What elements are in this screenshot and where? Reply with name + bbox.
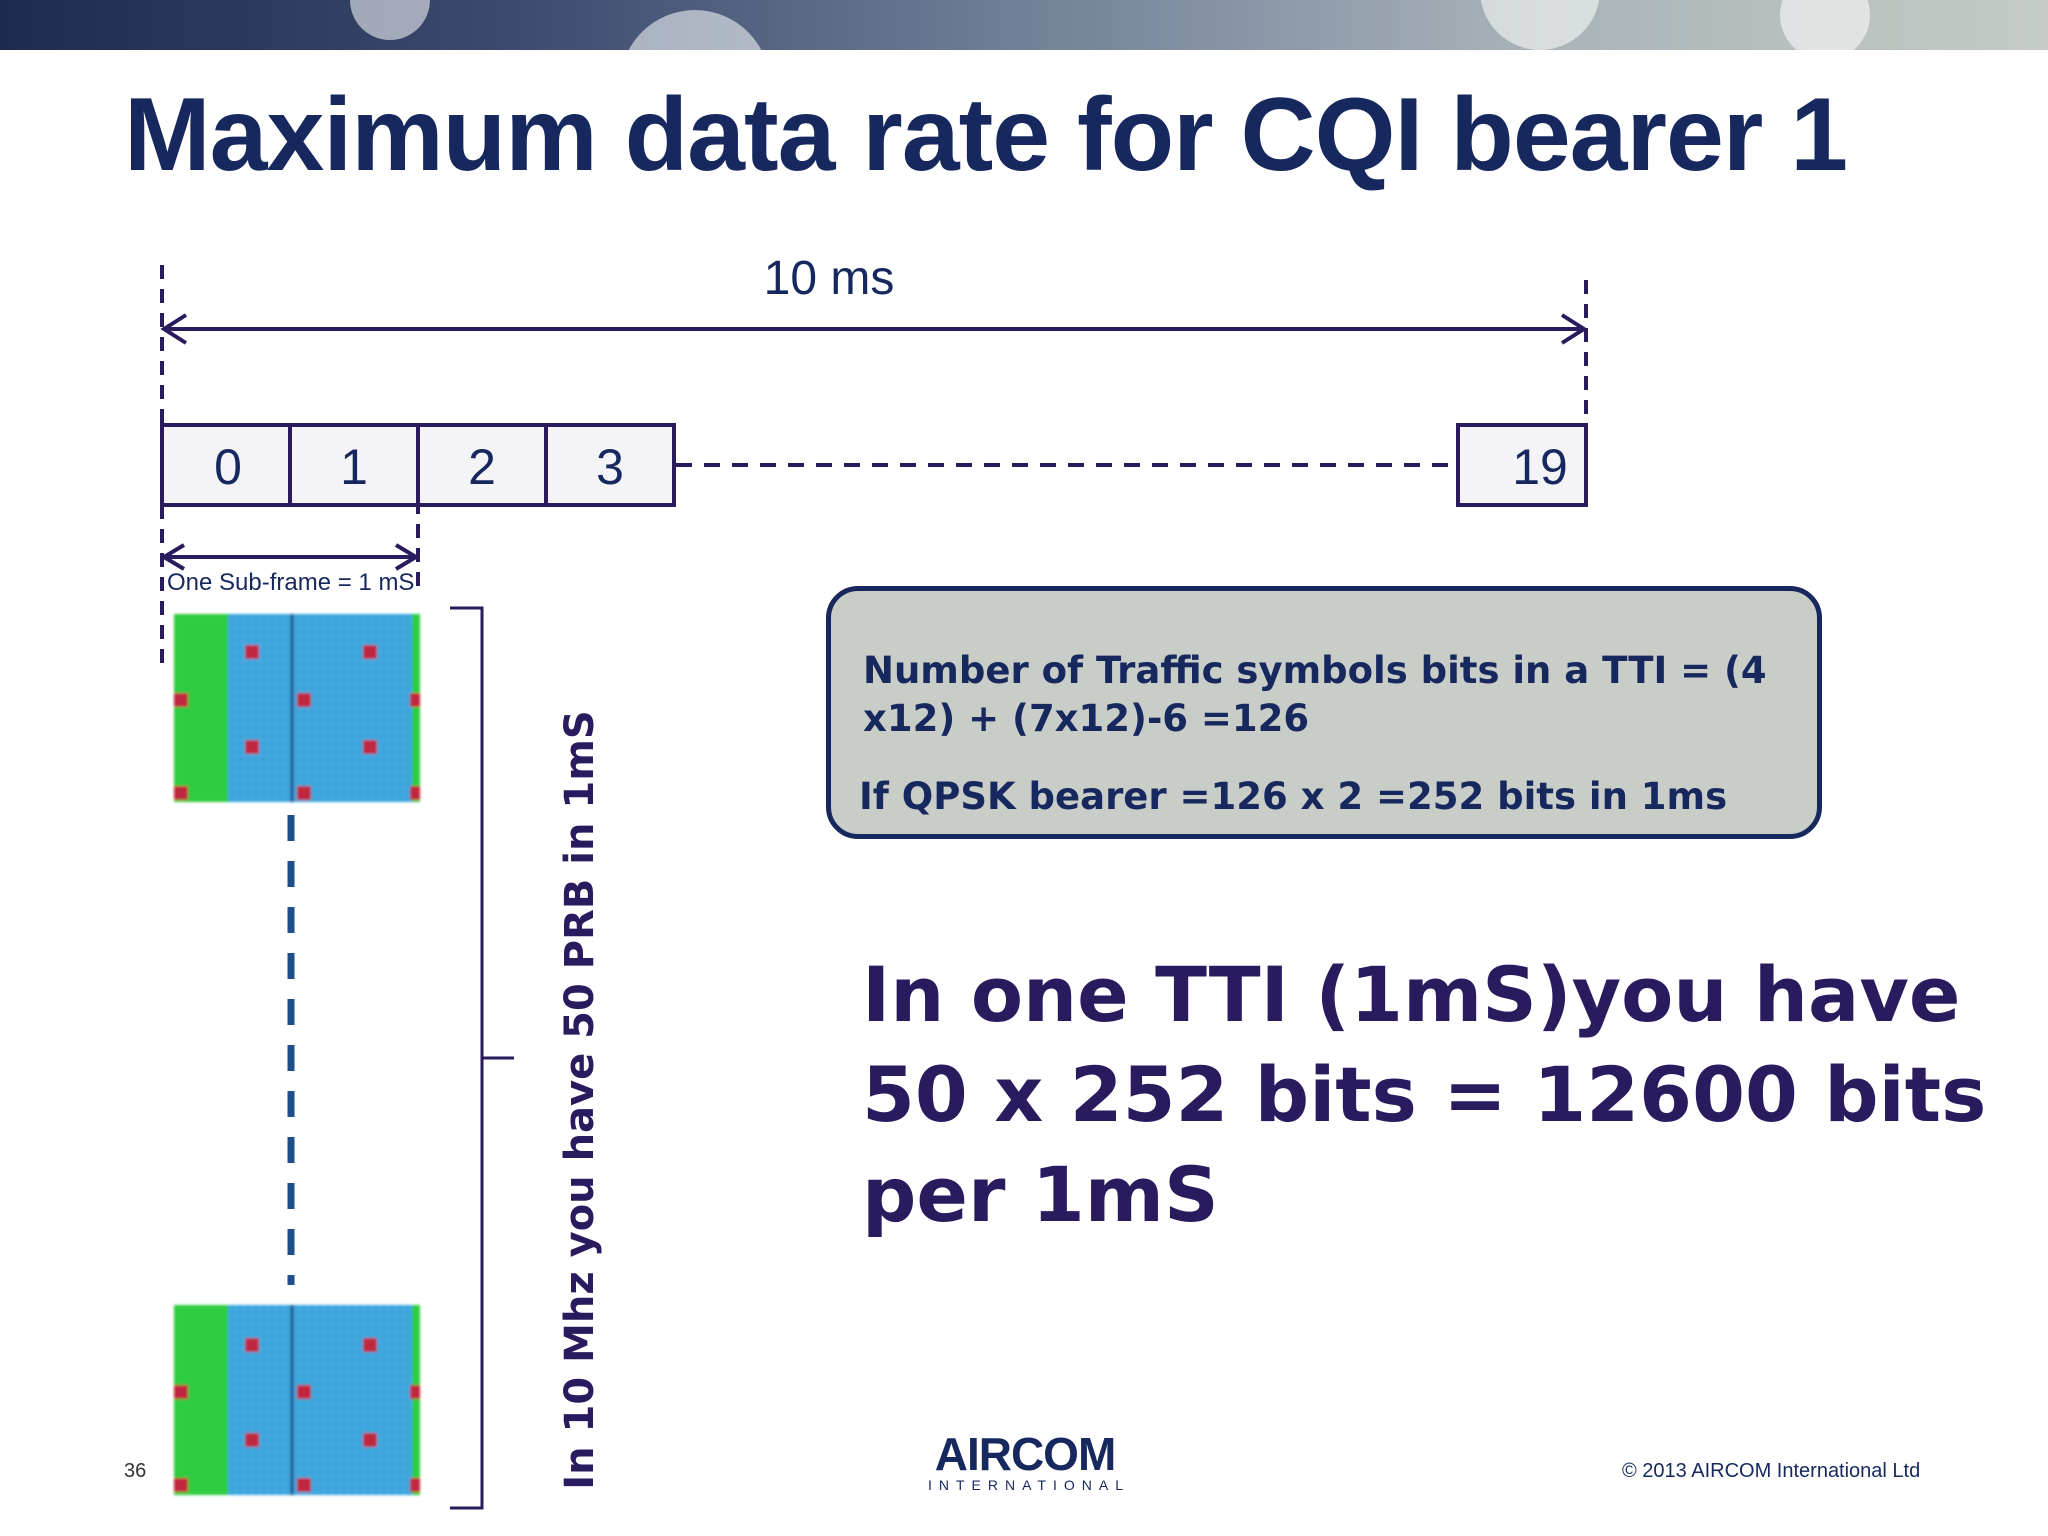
subframe-duration-label: One Sub-frame = 1 mS (167, 569, 414, 596)
traffic-bits-text: Number of Traffic symbols bits in a TTI … (863, 649, 1767, 740)
reference-signal (174, 1478, 188, 1492)
reference-signal (174, 693, 188, 707)
subframe-label-2: 2 (468, 439, 496, 495)
logo-sub-text: INTERNATIONAL (928, 1477, 1130, 1493)
subframe-label-1: 1 (340, 439, 368, 495)
subframe-3 (544, 423, 676, 507)
reference-signal (174, 786, 188, 800)
reference-signal (363, 740, 377, 754)
logo-main-text: AIRCOM (934, 1428, 1117, 1480)
reference-signal (297, 1478, 311, 1492)
reference-signal (363, 1338, 377, 1352)
reference-signal (363, 1433, 377, 1447)
info-box: Number of Traffic symbols bits in a TTI … (826, 586, 1822, 839)
qpsk-bits-text: If QPSK bearer =126 x 2 =252 bits in 1ms (859, 775, 1728, 818)
reference-signal (245, 645, 259, 659)
reference-signal (410, 1478, 420, 1492)
reference-signal (245, 1433, 259, 1447)
subframe-arrow-right-head (394, 543, 420, 571)
reference-signal (363, 645, 377, 659)
reference-signal (174, 1385, 188, 1399)
subframe-label-19: 19 (1512, 439, 1568, 495)
page-number: 36 (124, 1460, 147, 1482)
top-banner (0, 0, 2048, 50)
subframe-label-0: 0 (214, 439, 242, 495)
copyright-text: © 2013 AIRCOM International Ltd (1622, 1460, 1921, 1482)
frame-arrow-left-head (160, 313, 188, 345)
reference-signal (410, 693, 420, 707)
reference-signal (410, 786, 420, 800)
slide-title: Maximum data rate for CQI bearer 1 (124, 77, 1848, 193)
prb-count-label: In 10 Mhz you have 50 PRB in 1mS (557, 710, 603, 1490)
aircom-logo: AIRCOM INTERNATIONAL (928, 1428, 1130, 1494)
reference-signal (245, 1338, 259, 1352)
subframe-label-3: 3 (596, 439, 624, 495)
reference-signal (297, 1385, 311, 1399)
frame-duration-label: 10 ms (764, 252, 895, 305)
summary-text: In one TTI (1mS)you have 50 x 252 bits =… (862, 950, 1987, 1239)
reference-signal (297, 693, 311, 707)
frame-arrow-right-head (1560, 313, 1588, 345)
prb-grid-top (174, 614, 420, 802)
subframe-0 (160, 423, 292, 507)
prb-grid-bottom (174, 1305, 420, 1495)
subframe-arrow-left-head (160, 543, 186, 571)
prb-bracket (450, 606, 484, 1510)
reference-signal (297, 786, 311, 800)
reference-signal (410, 1385, 420, 1399)
subframe-19 (1456, 423, 1588, 507)
reference-signal (245, 740, 259, 754)
